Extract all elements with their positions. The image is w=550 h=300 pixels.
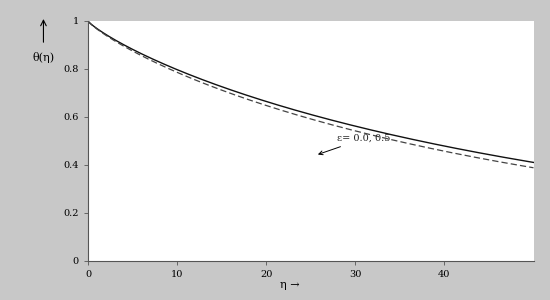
Text: η →: η →	[279, 280, 299, 290]
Text: ε= 0.0, 0.5: ε= 0.0, 0.5	[319, 134, 391, 155]
Text: θ(η): θ(η)	[32, 52, 54, 63]
